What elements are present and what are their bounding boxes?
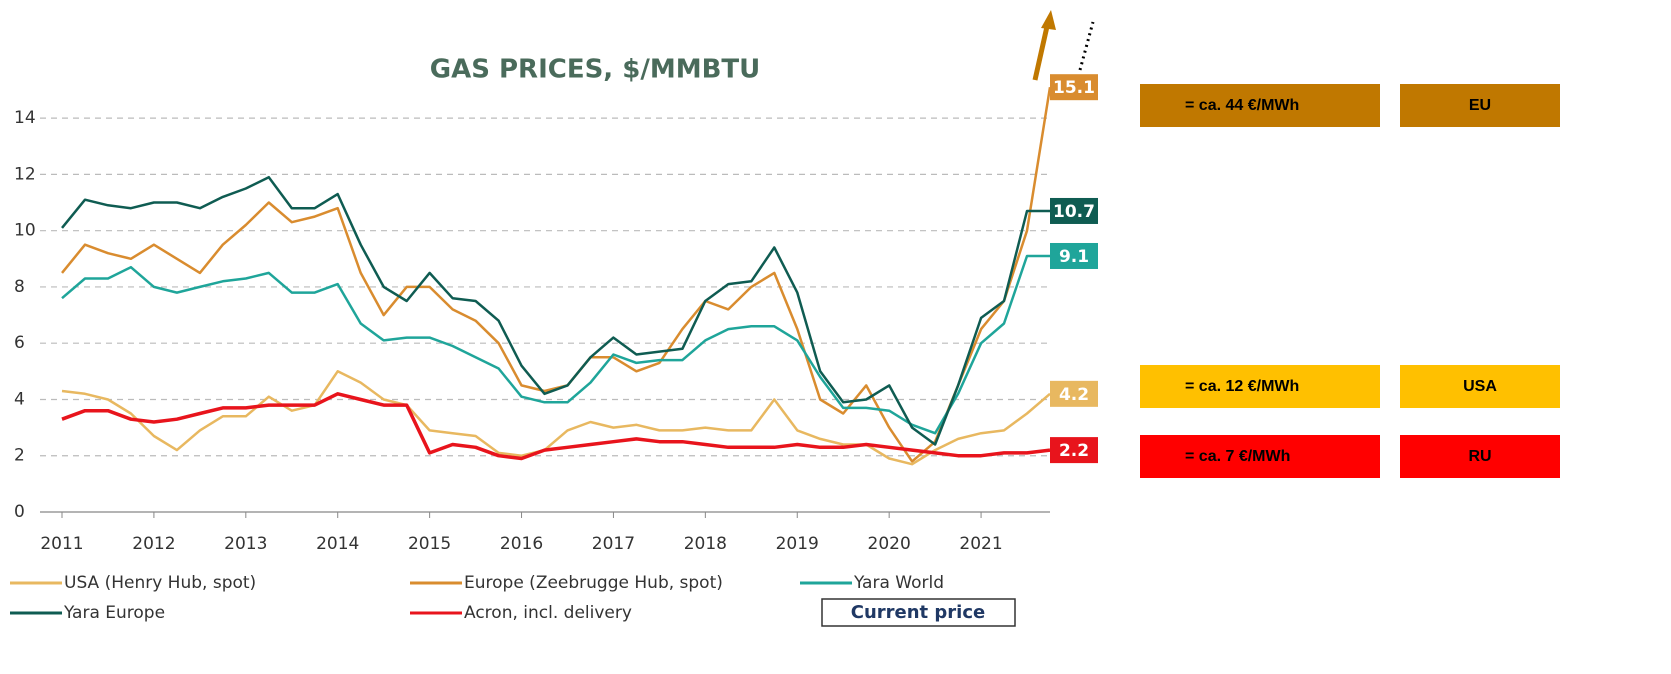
current-price-label: 2.2 xyxy=(1059,441,1089,461)
comparison-text: = ca. 12 €/MWh xyxy=(1185,378,1299,395)
arrow xyxy=(1032,21,1051,81)
series-line xyxy=(61,392,1051,461)
current-price-box xyxy=(1050,74,1098,101)
x-tick-label: 2018 xyxy=(684,534,727,554)
comparison-box xyxy=(1140,435,1380,478)
series-line xyxy=(61,87,1052,463)
current-price-box xyxy=(1050,380,1098,407)
legend-note-box xyxy=(821,598,1016,627)
y-tick-label: 10 xyxy=(14,221,36,241)
comparison-text: = ca. 44 €/MWh xyxy=(1185,97,1299,114)
legend-note: Current price xyxy=(851,602,985,623)
y-tick-label: 14 xyxy=(14,108,36,128)
series-line xyxy=(61,370,1051,466)
legend-label: USA (Henry Hub, spot) xyxy=(64,573,256,593)
legend-label: Europe (Zeebrugge Hub, spot) xyxy=(464,573,723,593)
current-price-label: 15.1 xyxy=(1053,78,1095,98)
x-tick-label: 2012 xyxy=(132,534,175,554)
legend-label: Yara Europe xyxy=(63,603,165,623)
region-label: USA xyxy=(1463,378,1497,395)
legend-label: Acron, incl. delivery xyxy=(464,603,632,623)
current-price-label: 9.1 xyxy=(1059,247,1089,267)
current-price-box xyxy=(1050,242,1098,269)
region-box xyxy=(1400,365,1560,408)
region-box xyxy=(1400,435,1560,478)
arrow-head xyxy=(1041,10,1056,30)
x-tick-label: 2020 xyxy=(868,534,911,554)
y-tick-label: 4 xyxy=(14,389,25,409)
current-price-label: 10.7 xyxy=(1053,202,1095,222)
current-price-box xyxy=(1050,197,1098,224)
legend-label: Yara World xyxy=(853,573,944,593)
region-box xyxy=(1400,84,1560,127)
y-tick-label: 6 xyxy=(14,333,25,353)
x-tick-label: 2016 xyxy=(500,534,543,554)
y-tick-label: 8 xyxy=(14,277,25,297)
x-tick-label: 2015 xyxy=(408,534,451,554)
x-tick-label: 2014 xyxy=(316,534,359,554)
dotted-line xyxy=(1078,21,1095,71)
series-line xyxy=(61,175,1050,446)
comparison-text: = ca. 7 €/MWh xyxy=(1185,448,1290,465)
y-tick-label: 12 xyxy=(14,164,36,184)
x-tick-label: 2011 xyxy=(40,534,83,554)
x-tick-label: 2017 xyxy=(592,534,635,554)
y-tick-label: 2 xyxy=(14,446,25,466)
y-tick-label: 0 xyxy=(14,502,25,522)
current-price-box xyxy=(1050,437,1098,464)
series-line xyxy=(61,254,1050,435)
x-tick-label: 2019 xyxy=(776,534,819,554)
current-price-label: 4.2 xyxy=(1059,385,1089,405)
comparison-box xyxy=(1140,365,1380,408)
comparison-box xyxy=(1140,84,1380,127)
chart-title: GAS PRICES, $/MMBTU xyxy=(430,55,760,85)
x-tick-label: 2021 xyxy=(959,534,1002,554)
region-label: RU xyxy=(1468,448,1491,465)
x-tick-label: 2013 xyxy=(224,534,267,554)
region-label: EU xyxy=(1469,97,1491,114)
